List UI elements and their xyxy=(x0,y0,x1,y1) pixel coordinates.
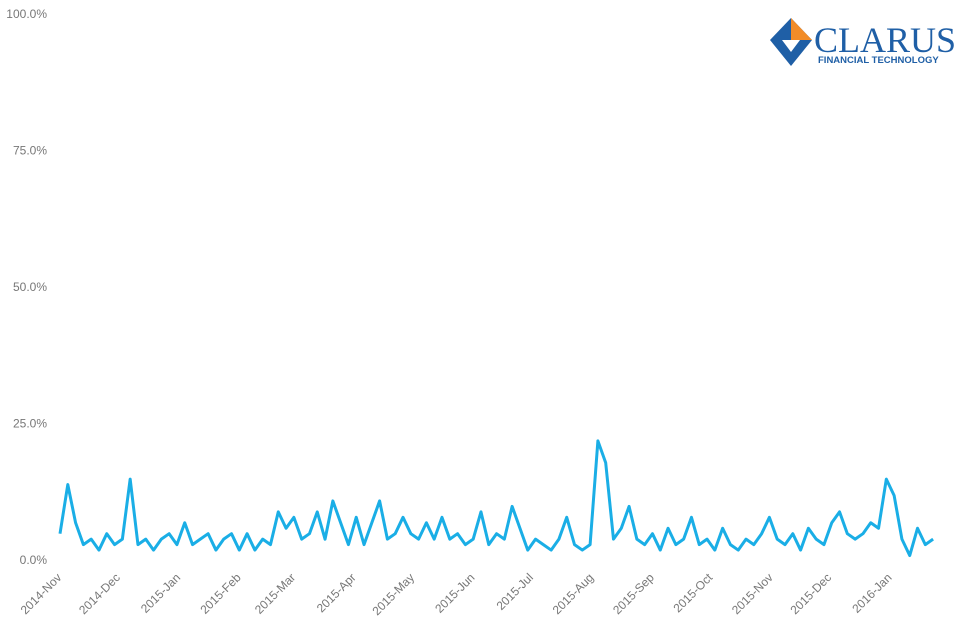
x-tick-label: 2015-Oct xyxy=(670,570,715,615)
x-tick-label: 2015-Jun xyxy=(432,570,477,615)
x-tick-label: 2015-Feb xyxy=(197,570,243,616)
y-tick-label: 100.0% xyxy=(6,7,47,21)
logo-icon xyxy=(791,18,812,40)
logo-name: CLARUS xyxy=(814,20,956,60)
logo-tagline: FINANCIAL TECHNOLOGY xyxy=(818,55,939,66)
data-line xyxy=(58,439,934,558)
x-tick-label: 2014-Nov xyxy=(18,570,65,617)
x-tick-label: 2015-Dec xyxy=(787,570,834,617)
x-tick-label: 2015-Jul xyxy=(494,570,536,612)
logo-icon xyxy=(782,40,800,52)
x-tick-label: 2015-May xyxy=(369,570,417,618)
x-tick-label: 2014-Dec xyxy=(76,570,123,617)
x-tick-label: 2015-Apr xyxy=(314,570,359,615)
y-tick-label: 50.0% xyxy=(13,280,47,294)
x-tick-label: 2015-Aug xyxy=(550,570,597,617)
y-tick-label: 25.0% xyxy=(13,417,47,431)
x-tick-label: 2015-Sep xyxy=(610,570,657,617)
x-tick-label: 2016-Jan xyxy=(849,570,894,615)
y-tick-label: 0.0% xyxy=(20,553,48,567)
x-tick-label: 2015-Mar xyxy=(252,570,298,616)
y-tick-label: 75.0% xyxy=(13,144,47,158)
x-tick-label: 2015-Nov xyxy=(729,570,776,617)
x-tick-label: 2015-Jan xyxy=(138,570,183,615)
logo: CLARUS FINANCIAL TECHNOLOGY xyxy=(770,18,956,66)
